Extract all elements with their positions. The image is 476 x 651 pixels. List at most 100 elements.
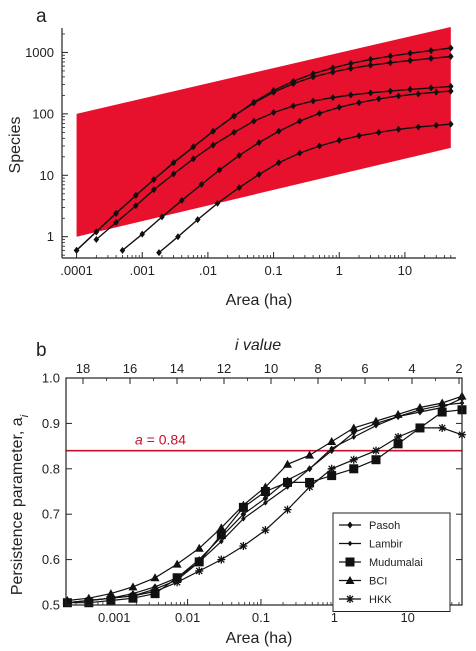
legend-marker-hkk <box>346 595 354 603</box>
panel-b-x-tick-label: 1 <box>331 610 338 625</box>
panel-a-data-point <box>150 186 157 194</box>
reference-value: = 0.84 <box>143 432 186 448</box>
legend-marker-lambir <box>347 540 353 547</box>
panel-a-data-point <box>170 159 177 167</box>
top-axis-title-text: i value <box>235 337 281 354</box>
data-point-mudumalai <box>349 464 359 474</box>
panel-a-data-point <box>236 184 243 192</box>
data-point-mudumalai <box>393 439 403 449</box>
data-point-hkk <box>84 596 93 605</box>
panel-a-x-tick-label: 1 <box>336 263 343 278</box>
legend-marker-mudumalai <box>345 557 355 567</box>
data-point-lambir <box>307 466 312 472</box>
panel-b-top-tick-label: 16 <box>123 361 137 376</box>
data-point-bci <box>150 573 160 582</box>
panel-b-x-tick-label: 0.01 <box>175 610 200 625</box>
panel-a-data-point <box>433 121 440 129</box>
panel-a-data-point <box>347 64 354 72</box>
panel-b-top-ticks: 18 16 14 12 10 8 6 4 2 <box>76 361 463 384</box>
panel-b-top-axis-title: i value <box>235 337 281 354</box>
data-point-hkk <box>261 526 270 535</box>
data-point-bci <box>216 523 226 532</box>
panel-b-y-tick-label: 0.9 <box>42 416 60 431</box>
panel-a-data-point <box>275 159 282 167</box>
data-point-lambir <box>373 422 379 429</box>
panel-a-data-point <box>175 233 181 241</box>
data-point-hkk <box>283 505 292 514</box>
panel-a-data-point <box>448 87 454 95</box>
panel-a-data-point <box>316 109 323 117</box>
data-point-hkk <box>415 423 424 432</box>
panel-b-y-tick-label: 0.7 <box>42 507 60 522</box>
panel-a-data-point <box>448 52 454 60</box>
data-point-lambir <box>219 538 224 545</box>
panel-a-data-point <box>367 89 374 97</box>
panel-b-legend: Pasoh Lambir Mudumalai BCI HKK <box>332 512 451 612</box>
panel-a-x-tick-label: 10 <box>398 263 412 278</box>
panel-a-data-point <box>216 166 223 174</box>
panel-a-data-point <box>336 103 343 111</box>
reference-line-label: a = 0.84 <box>135 432 186 448</box>
data-point-pasoh <box>262 494 269 502</box>
panel-a-data-point <box>210 141 216 149</box>
panel-a-series-3 <box>93 82 454 244</box>
data-point-hkk <box>372 446 381 455</box>
data-point-bci <box>349 423 359 432</box>
data-point-hkk <box>173 578 182 587</box>
panel-a-data-point <box>415 90 422 98</box>
panel-a-x-tick-label: .01 <box>199 263 217 278</box>
data-point-bci <box>393 409 403 418</box>
y-axis-title-main: Persistence parameter, a <box>9 417 26 595</box>
y-axis-title-subscript: i <box>19 414 31 417</box>
panel-a-data-point <box>387 52 394 60</box>
data-point-hkk <box>63 598 72 607</box>
legend-entry-lambir: Lambir <box>339 539 403 551</box>
panel-a-data-point <box>93 228 100 236</box>
panel-a-data-point <box>330 93 336 101</box>
panel-a-data-point <box>113 209 119 217</box>
panel-b-top-tick-label: 14 <box>170 361 184 376</box>
panel-a-data-point <box>139 230 146 238</box>
data-point-bci <box>437 398 447 407</box>
panel-a-data-point <box>275 127 282 135</box>
panel-a-data-point <box>214 199 221 207</box>
legend-label-mudumalai: Mudumalai <box>369 557 423 569</box>
panel-b-y-tick-label: 1.0 <box>42 371 60 386</box>
panel-a-data-point <box>251 99 257 107</box>
panel-a-data-point <box>73 246 80 254</box>
legend-marker-pasoh <box>347 521 353 529</box>
panel-a-y-tick-label: 100 <box>32 106 54 121</box>
panel-a-data-point <box>290 102 297 110</box>
data-point-hkk <box>239 541 248 550</box>
data-point-mudumalai <box>305 477 315 487</box>
panel-a-data-point <box>310 97 316 105</box>
legend-marker-bci <box>345 576 355 584</box>
panel-a-series-2 <box>73 52 454 254</box>
data-point-bci <box>415 403 425 412</box>
legend-entry-bci: BCI <box>339 576 387 588</box>
data-point-hkk <box>394 433 403 442</box>
panel-a-data-point <box>428 54 434 62</box>
panel-a-data-point <box>336 136 343 144</box>
data-point-mudumalai <box>371 455 381 465</box>
panel-a-y-tick-label: 1 <box>47 229 54 244</box>
panel-b-top-tick-label: 8 <box>314 361 321 376</box>
panel-a-data-point <box>270 88 277 96</box>
panel-a-data-point <box>133 191 139 199</box>
data-point-bci <box>238 500 248 509</box>
panel-a-series-layer <box>73 44 454 257</box>
panel-a-y-ticks: 1 10 100 1000 <box>25 33 68 256</box>
panel-a-data-point <box>347 91 354 99</box>
panel-a-data-point <box>395 92 402 100</box>
panel-a-data-point <box>119 246 126 254</box>
panel-b-x-tick-label: 10 <box>400 610 414 625</box>
panel-a-x-tick-label: .001 <box>130 263 155 278</box>
panel-a-data-point <box>231 112 237 120</box>
panel-a-data-point <box>448 82 454 90</box>
panel-a-data-point <box>93 236 100 244</box>
panel-a-data-point <box>256 170 262 178</box>
data-point-hkk <box>327 464 336 473</box>
panel-a-data-point <box>356 99 362 107</box>
panel-a-data-point <box>367 61 374 69</box>
panel-a-y-tick-label: 1000 <box>25 45 54 60</box>
